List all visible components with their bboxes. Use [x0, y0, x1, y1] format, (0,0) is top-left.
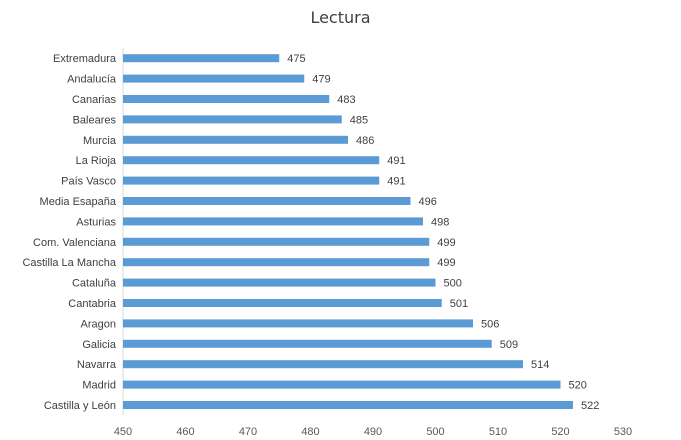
x-tick-label: 480 — [301, 426, 319, 438]
category-label: Madrid — [82, 380, 116, 392]
bar — [123, 197, 411, 205]
bar — [123, 95, 330, 103]
data-label: 491 — [387, 155, 405, 167]
category-label: La Rioja — [76, 155, 117, 167]
bar — [123, 217, 423, 226]
bar — [123, 319, 473, 328]
category-label: Com. Valenciana — [33, 237, 117, 249]
x-tick-label: 460 — [176, 426, 194, 438]
data-label: 499 — [437, 257, 455, 269]
bar — [123, 339, 492, 348]
data-label: 483 — [337, 94, 355, 106]
data-label: 514 — [531, 359, 549, 371]
x-tick-label: 500 — [426, 426, 444, 438]
bar — [123, 115, 342, 124]
category-label: Galicia — [82, 339, 117, 351]
data-label: 506 — [481, 318, 499, 330]
bar — [123, 74, 305, 83]
data-label: 520 — [569, 380, 587, 392]
data-label: 500 — [444, 278, 462, 290]
x-tick-label: 470 — [239, 426, 257, 438]
data-label: 522 — [581, 400, 599, 412]
category-label: País Vasco — [61, 176, 116, 188]
data-label: 486 — [356, 135, 374, 147]
category-label: Cantabria — [68, 298, 117, 310]
bar — [123, 258, 430, 267]
bars: Extremadura 475 Andalucía 479 Canarias 483 Bal… — [22, 53, 599, 412]
data-label: 498 — [431, 216, 449, 228]
x-axis: 450 460 470 480 490 500 510 520 530 — [114, 426, 632, 438]
x-tick-label: 510 — [489, 426, 507, 438]
bar — [123, 135, 348, 144]
data-label: 499 — [437, 237, 455, 249]
category-label: Castilla La Mancha — [22, 257, 116, 269]
category-label: Murcia — [83, 135, 117, 147]
chart-title: Lectura — [310, 8, 371, 27]
category-label: Aragon — [81, 318, 116, 330]
bar — [123, 401, 573, 409]
data-label: 485 — [350, 114, 368, 126]
bar — [123, 299, 442, 307]
category-label: Media Esapaña — [40, 196, 117, 208]
bar — [123, 237, 430, 246]
category-label: Cataluña — [72, 278, 117, 290]
category-label: Canarias — [72, 94, 117, 106]
bar — [123, 380, 561, 389]
x-tick-label: 530 — [614, 426, 632, 438]
bar — [123, 278, 436, 287]
category-label: Baleares — [73, 114, 117, 126]
category-label: Andalucía — [67, 74, 117, 86]
data-label: 496 — [419, 196, 437, 208]
data-label: 479 — [312, 74, 330, 86]
x-tick-label: 450 — [114, 426, 132, 438]
data-label: 501 — [450, 298, 468, 310]
bar — [123, 176, 380, 185]
data-label: 475 — [287, 53, 305, 65]
category-label: Navarra — [77, 359, 117, 371]
data-label: 491 — [387, 176, 405, 188]
bar — [123, 156, 380, 165]
bar — [123, 360, 523, 369]
x-tick-label: 520 — [551, 426, 569, 438]
category-label: Extremadura — [53, 53, 117, 65]
category-label: Asturias — [76, 216, 116, 228]
bar — [123, 54, 280, 63]
data-label: 509 — [500, 339, 518, 351]
x-tick-label: 490 — [364, 426, 382, 438]
category-label: Castilla y León — [44, 400, 116, 412]
